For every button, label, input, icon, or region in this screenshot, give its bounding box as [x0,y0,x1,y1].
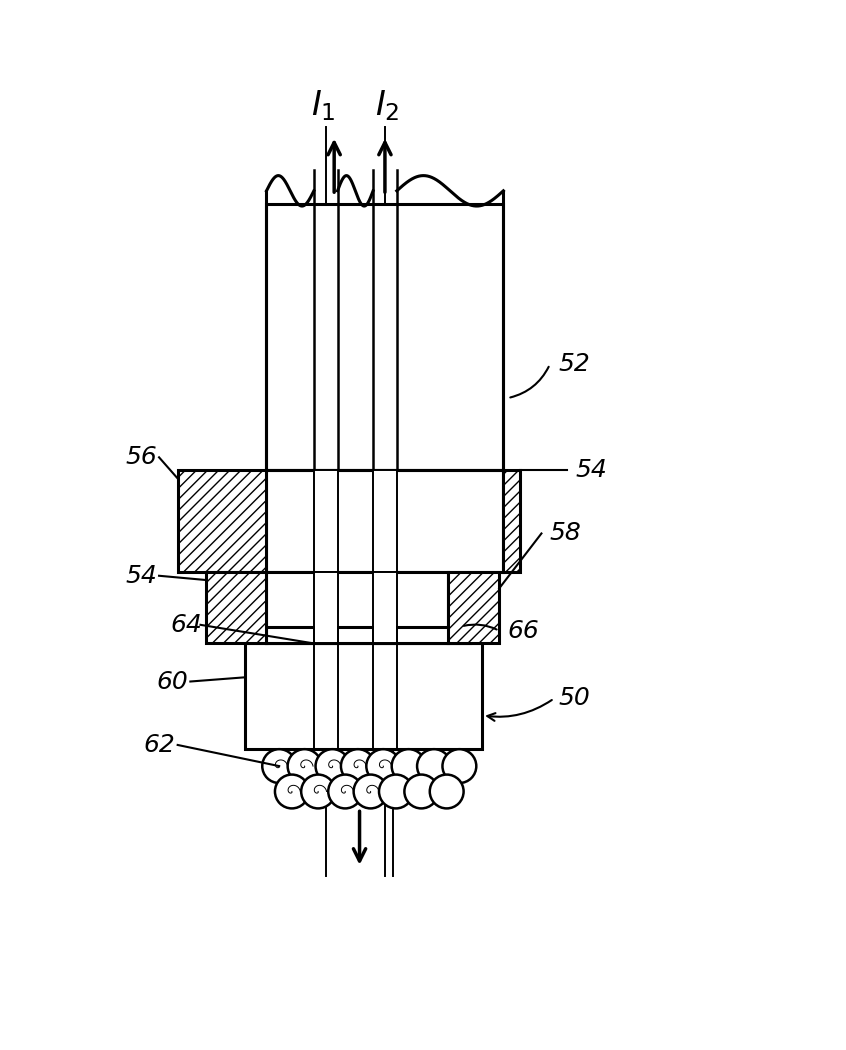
Circle shape [275,775,309,808]
Circle shape [404,775,438,808]
Text: 58: 58 [550,522,582,545]
Circle shape [288,750,321,783]
Text: 50: 50 [558,687,591,711]
Bar [314,571,338,644]
Bar [266,470,503,571]
Bar [503,470,520,571]
Text: 60: 60 [157,670,189,693]
Bar [178,470,266,571]
Bar [314,470,338,571]
Bar [245,644,482,750]
Text: 56: 56 [125,445,157,469]
Circle shape [316,750,349,783]
Circle shape [341,750,375,783]
Bar [373,470,397,571]
Circle shape [392,750,426,783]
Bar [266,627,470,644]
Text: 54: 54 [125,564,157,588]
Circle shape [430,775,464,808]
Bar [266,204,503,470]
Circle shape [328,775,362,808]
Circle shape [366,750,400,783]
Bar [266,571,448,644]
Text: 54: 54 [575,458,607,482]
Circle shape [442,750,476,783]
Circle shape [354,775,387,808]
Circle shape [379,775,413,808]
Bar [448,571,499,644]
Bar [373,571,397,644]
Bar [206,571,266,644]
Circle shape [417,750,451,783]
Circle shape [301,775,335,808]
Text: $I_2$: $I_2$ [376,88,399,123]
Text: 52: 52 [558,352,591,376]
Text: 64: 64 [171,613,203,637]
Circle shape [262,750,296,783]
Text: $I_1$: $I_1$ [310,88,336,123]
Text: 66: 66 [508,618,540,643]
Text: 62: 62 [144,733,176,757]
